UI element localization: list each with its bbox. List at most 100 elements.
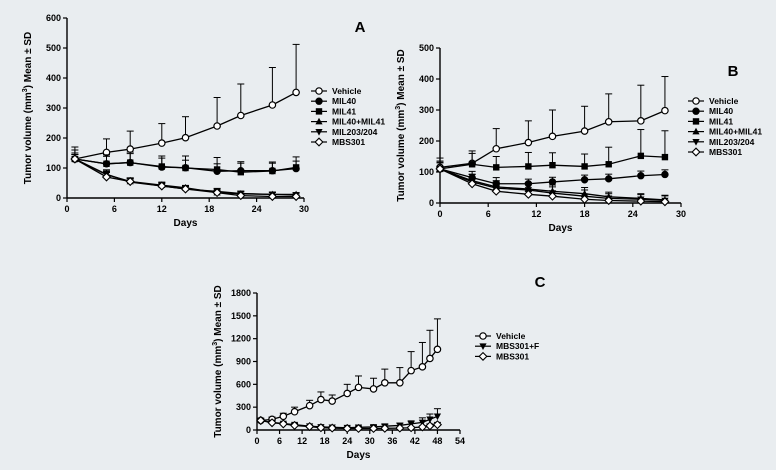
data-point	[433, 413, 442, 421]
legend-label: MIL203/204	[332, 127, 378, 137]
data-point	[493, 164, 500, 171]
series-line	[260, 419, 438, 430]
y-axis-label: Tumor volume (mm3) Mean ± SD	[395, 49, 407, 202]
legend-item: MBS301+F	[475, 341, 539, 351]
y-tick-label: 600	[236, 379, 251, 389]
legend-item: Vehicle	[311, 86, 362, 96]
data-point	[380, 423, 390, 433]
data-point	[181, 133, 190, 142]
panel-label: C	[535, 274, 546, 291]
data-point	[279, 412, 288, 421]
data-point	[237, 111, 245, 120]
legend-item: Vehicle	[475, 331, 526, 341]
data-point	[547, 191, 558, 201]
y-axis-label-part: SD	[396, 49, 407, 66]
x-tick-label: 0	[254, 436, 259, 446]
data-point	[467, 179, 477, 189]
data-point	[549, 161, 556, 169]
legend-label: MIL40+MIL41	[332, 117, 385, 127]
legend-label: MBS301	[709, 147, 742, 157]
x-axis-label: Days	[347, 450, 371, 461]
data-point	[381, 379, 389, 387]
legend-marker	[479, 343, 487, 350]
legend-marker	[314, 137, 324, 147]
data-point	[548, 178, 557, 186]
data-point	[182, 164, 189, 172]
data-point	[292, 88, 300, 97]
x-tick-label: 30	[676, 209, 686, 219]
y-axis-label-part: ) Mean	[396, 71, 407, 105]
x-tick-label: 6	[277, 436, 282, 446]
data-point	[525, 163, 532, 170]
x-tick-label: 24	[628, 209, 638, 219]
data-point	[661, 153, 669, 161]
x-tick-label: 0	[64, 204, 69, 214]
y-tick-label: 0	[429, 198, 434, 208]
data-point	[524, 138, 533, 147]
x-axis-label: Days	[549, 223, 573, 234]
data-point	[317, 395, 325, 404]
panel-label: A	[355, 19, 366, 36]
data-point	[661, 170, 669, 179]
data-point	[636, 196, 646, 206]
data-point	[290, 407, 299, 416]
series-mil41	[71, 149, 300, 176]
legend-marker	[692, 97, 700, 105]
legend-item: MBS301	[311, 137, 365, 147]
data-point	[605, 175, 613, 183]
x-tick-label: 18	[204, 204, 214, 214]
x-axis-label: Days	[174, 218, 198, 229]
x-tick-label: 12	[157, 204, 167, 214]
data-point	[158, 139, 166, 147]
y-tick-label: 200	[46, 133, 61, 143]
legend-label: Vehicle	[496, 331, 526, 341]
y-axis-label-part: ±	[213, 301, 224, 307]
y-tick-label: 1500	[231, 311, 251, 321]
data-point	[368, 423, 379, 434]
legend-item: MIL40+MIL41	[311, 117, 385, 127]
data-point	[127, 159, 134, 166]
legend-label: MBS301	[332, 137, 365, 147]
legend-label: MIL40	[709, 106, 733, 116]
legend-item: MIL40	[688, 106, 733, 116]
data-point	[342, 423, 352, 434]
data-point	[435, 164, 445, 174]
data-point	[548, 132, 557, 141]
legend-item: MBS301	[688, 147, 742, 157]
series-mbs301	[256, 415, 443, 434]
data-point	[70, 154, 80, 164]
legend-marker	[691, 147, 701, 157]
chart-panel-c: 0 300 600 900 1200 1500 1800 0 6 12 18 24 30 36 42 48 54…	[212, 274, 546, 461]
data-point	[269, 167, 276, 175]
data-point	[468, 161, 476, 168]
y-axis-label-superscript: 3	[395, 106, 402, 110]
y-tick-label: 1800	[231, 288, 251, 298]
data-point	[637, 172, 645, 180]
legend-marker	[315, 129, 323, 136]
chart-panel-a: 0 100 200 300 400 500 600 0 6 12 18 24 30 Days Tumor v…	[22, 13, 385, 229]
data-point	[213, 122, 221, 130]
legend-marker	[692, 118, 700, 125]
y-tick-label: 400	[419, 74, 434, 84]
y-axis-label-part: ) Mean	[23, 54, 34, 88]
data-point	[661, 106, 669, 115]
data-point	[581, 163, 588, 170]
legend-marker	[692, 107, 700, 115]
x-tick-label: 48	[432, 436, 442, 446]
legend-label: MBS301	[496, 351, 529, 361]
y-tick-label: 1200	[231, 334, 251, 344]
data-point	[292, 164, 300, 171]
y-axis-label: Tumor volume (mm3) Mean ± SD	[212, 285, 224, 438]
legend-label: MIL203/204	[709, 137, 755, 147]
x-tick-label: 42	[410, 436, 420, 446]
y-tick-label: 100	[46, 163, 61, 173]
data-point	[637, 117, 645, 125]
data-point	[267, 191, 277, 202]
legend-item: MIL203/204	[688, 137, 755, 147]
series-mbs301	[70, 154, 301, 202]
data-point	[305, 421, 315, 432]
data-point	[418, 363, 427, 371]
data-point	[432, 420, 443, 430]
y-axis-label-part: SD	[23, 32, 34, 49]
